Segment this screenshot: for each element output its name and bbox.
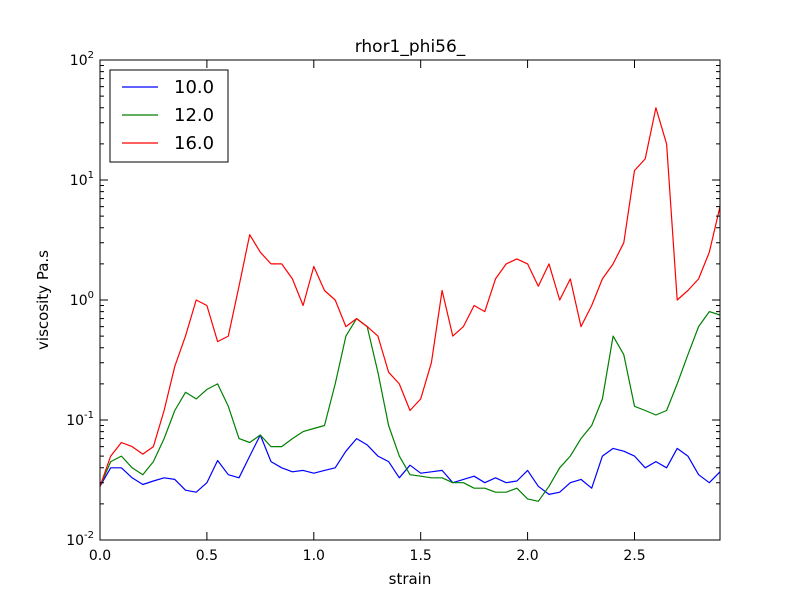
x-tick-label: 1.5 [410, 548, 432, 564]
series-line-2 [99, 107, 721, 487]
legend-box [109, 69, 229, 163]
x-tick-label: 0.5 [196, 548, 218, 564]
series-line-1 [99, 311, 721, 502]
y-tick-label: 10-1 [66, 410, 94, 429]
plot-frame [99, 59, 721, 541]
x-tick-label: 1.0 [303, 548, 325, 564]
y-tick-label: 102 [70, 50, 94, 69]
y-tick-label: 100 [70, 290, 94, 309]
legend-label-1: 12.0 [174, 105, 214, 126]
x-tick-label: 2.0 [516, 548, 538, 564]
y-axis-label: viscosity Pa.s [34, 250, 52, 350]
axis-ticks: 0.0 0.5 1.0 1.5 2.0 2.5 10-2 10-1 100 101 102 [66, 50, 720, 564]
y-tick-label: 10-2 [66, 530, 94, 549]
x-tick-label: 2.5 [623, 548, 645, 564]
legend-label-0: 10.0 [174, 77, 214, 98]
y-tick-label: 101 [70, 170, 94, 189]
legend-label-2: 16.0 [174, 133, 214, 154]
series-line-0 [99, 434, 721, 495]
legend: 10.0 12.0 16.0 [109, 69, 229, 163]
x-axis-label: strain [389, 570, 432, 588]
x-tick-label: 0.0 [89, 548, 111, 564]
series-lines [99, 107, 721, 502]
chart-title: rhor1_phi56_ [355, 37, 466, 57]
